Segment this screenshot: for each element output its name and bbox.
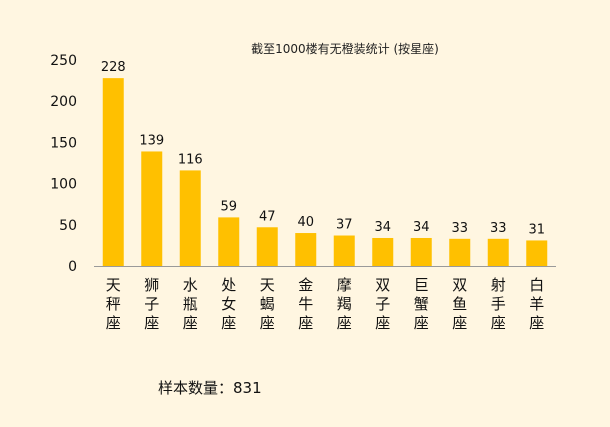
category-label: 金牛座 xyxy=(298,276,313,332)
bar xyxy=(102,78,124,267)
y-tick-label: 50 xyxy=(59,218,77,234)
category-label: 双子座 xyxy=(375,276,390,332)
data-label: 40 xyxy=(297,215,314,230)
y-tick-label: 100 xyxy=(50,177,77,193)
data-label: 139 xyxy=(139,133,164,148)
bar xyxy=(141,151,163,266)
data-label: 116 xyxy=(178,152,203,167)
category-label: 处女座 xyxy=(221,276,236,332)
category-label: 白羊座 xyxy=(529,276,544,332)
bar xyxy=(449,238,471,266)
bar xyxy=(295,233,317,266)
chart-title: 截至1000楼有无橙装统计 (按星座) xyxy=(251,42,439,56)
bar xyxy=(256,227,278,266)
bar xyxy=(487,238,509,266)
y-tick-label: 150 xyxy=(50,135,77,151)
category-label: 巨蟹座 xyxy=(414,276,429,332)
category-label: 水瓶座 xyxy=(183,276,198,332)
data-label: 33 xyxy=(451,221,468,236)
category-label: 天蝎座 xyxy=(260,276,275,332)
category-label: 摩羯座 xyxy=(337,276,352,332)
data-label: 34 xyxy=(374,220,391,235)
data-label: 47 xyxy=(259,209,276,224)
y-tick-label: 250 xyxy=(50,53,77,69)
data-label: 31 xyxy=(528,222,545,237)
y-tick-label: 0 xyxy=(68,259,77,275)
data-label: 34 xyxy=(413,220,430,235)
data-label: 228 xyxy=(101,60,126,75)
data-label: 37 xyxy=(336,218,353,233)
bar xyxy=(179,170,201,266)
y-tick-label: 200 xyxy=(50,94,77,110)
category-label: 狮子座 xyxy=(144,276,159,332)
bar xyxy=(410,237,432,266)
bar xyxy=(218,217,240,266)
bar xyxy=(333,235,355,266)
data-label: 33 xyxy=(490,221,507,236)
sample-size-note: 样本数量：831 xyxy=(158,379,262,397)
category-label: 天秤座 xyxy=(106,276,121,332)
category-label: 射手座 xyxy=(491,276,506,332)
data-label: 59 xyxy=(220,199,237,214)
category-label: 双鱼座 xyxy=(452,276,467,332)
bar xyxy=(372,237,394,266)
bar xyxy=(526,240,548,266)
